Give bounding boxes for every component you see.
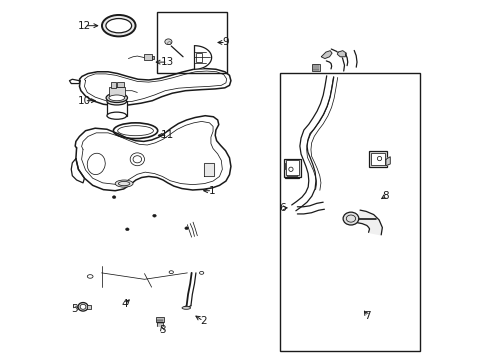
Text: 9: 9 <box>222 37 229 48</box>
Text: 12: 12 <box>78 21 91 31</box>
Polygon shape <box>291 76 333 211</box>
Polygon shape <box>297 202 324 214</box>
Ellipse shape <box>112 196 116 199</box>
Bar <box>107 102 126 116</box>
Text: 11: 11 <box>161 130 174 140</box>
Text: 5: 5 <box>71 304 78 314</box>
Text: 4: 4 <box>122 299 128 309</box>
Bar <box>285 161 299 178</box>
Bar <box>157 12 226 73</box>
Polygon shape <box>337 51 346 57</box>
Text: 7: 7 <box>364 311 370 321</box>
Ellipse shape <box>164 39 172 45</box>
Polygon shape <box>325 49 344 71</box>
Polygon shape <box>194 46 211 69</box>
Ellipse shape <box>80 304 86 309</box>
Bar <box>108 87 124 96</box>
Text: 2: 2 <box>200 316 206 326</box>
Bar <box>151 56 154 59</box>
Ellipse shape <box>107 98 126 105</box>
Bar <box>87 305 91 309</box>
Ellipse shape <box>102 15 135 36</box>
Ellipse shape <box>107 112 126 119</box>
Ellipse shape <box>377 157 381 161</box>
Text: 6: 6 <box>279 203 285 213</box>
Bar <box>280 73 419 351</box>
Text: 8: 8 <box>284 159 291 169</box>
Bar <box>196 53 201 62</box>
Text: 3: 3 <box>159 325 165 335</box>
Ellipse shape <box>152 214 156 217</box>
Polygon shape <box>80 68 230 106</box>
Bar <box>283 158 300 177</box>
Bar <box>143 54 151 60</box>
Ellipse shape <box>184 227 188 230</box>
Bar <box>117 82 124 87</box>
Bar <box>156 317 164 322</box>
Polygon shape <box>345 50 356 67</box>
Polygon shape <box>69 79 80 84</box>
Polygon shape <box>321 51 331 59</box>
Ellipse shape <box>115 180 133 187</box>
Ellipse shape <box>343 212 358 225</box>
Polygon shape <box>71 158 84 183</box>
Text: 8: 8 <box>382 191 388 201</box>
Text: 13: 13 <box>161 57 174 67</box>
Text: 1: 1 <box>208 186 215 196</box>
Polygon shape <box>306 77 337 190</box>
Ellipse shape <box>288 167 292 171</box>
Polygon shape <box>204 163 214 176</box>
Ellipse shape <box>118 126 153 136</box>
Bar <box>370 153 385 165</box>
Polygon shape <box>75 116 230 191</box>
Bar <box>368 151 386 167</box>
Ellipse shape <box>109 95 124 101</box>
Ellipse shape <box>106 93 127 103</box>
Bar <box>312 64 319 71</box>
Bar <box>285 160 298 175</box>
Ellipse shape <box>182 306 190 309</box>
Bar <box>283 163 285 169</box>
Bar <box>110 82 116 88</box>
Ellipse shape <box>125 228 129 231</box>
Ellipse shape <box>113 123 157 139</box>
Text: 10: 10 <box>78 96 91 106</box>
Ellipse shape <box>106 18 131 33</box>
Bar <box>286 163 296 176</box>
Ellipse shape <box>78 302 88 311</box>
Polygon shape <box>357 210 382 235</box>
Polygon shape <box>385 157 389 166</box>
